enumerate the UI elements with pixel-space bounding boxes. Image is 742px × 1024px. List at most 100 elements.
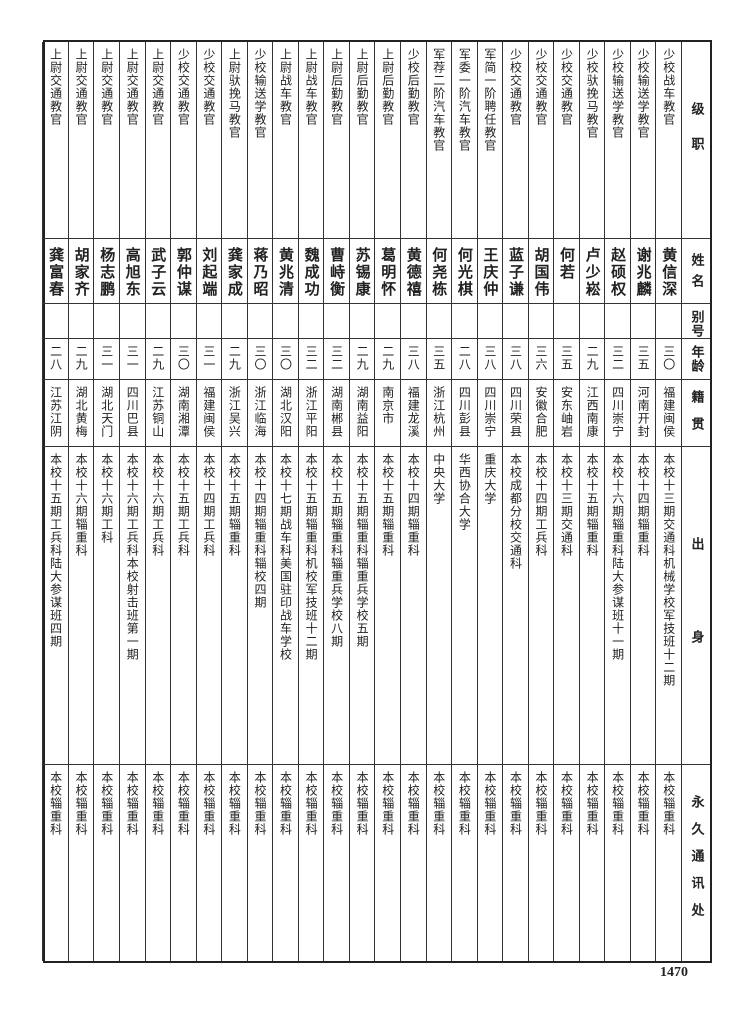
title-cell-text: 上尉战车教官 — [304, 48, 319, 126]
education-cell: 华西协合大学 — [452, 447, 477, 765]
name-cell: 王庆仲 — [477, 239, 503, 304]
page-number: 1470 — [660, 965, 688, 980]
title-cell-text: 少校后勤教官 — [406, 48, 421, 126]
age-cell: 三五 — [554, 339, 579, 380]
title-cell-text: 上尉交通教官 — [74, 48, 89, 126]
title-cell-text: 少校交通教官 — [533, 48, 548, 126]
address-cell-text: 本校辎重科 — [482, 771, 497, 836]
name-cell: 胡家齐 — [68, 239, 94, 304]
place-cell-text: 湖北汉阳 — [278, 386, 293, 438]
name-cell: 魏成功 — [298, 239, 324, 304]
title-cell: 少校交通教官 — [503, 42, 528, 239]
education-cell: 本校十四期工兵科 — [196, 447, 222, 765]
education-cell-text: 本校成都分校交通科 — [508, 453, 523, 570]
name-cell: 苏锡康 — [349, 239, 375, 304]
place-cell: 湖南郴县 — [324, 380, 349, 447]
table-row: 上尉交通教官 胡家齐 二九 湖北黄梅 本校十六期辎重科 本校辎重科 — [67, 42, 94, 961]
education-cell-text: 本校十五期辎重科 — [380, 453, 395, 557]
header-education: 出身 — [682, 447, 710, 765]
place-cell: 四川崇宁 — [477, 380, 503, 447]
place-cell-text: 四川巴县 — [125, 386, 140, 438]
age-cell-text: 三〇 — [661, 345, 676, 371]
alias-cell — [349, 304, 375, 339]
age-cell-text: 三一 — [99, 345, 114, 371]
alias-cell — [528, 304, 554, 339]
address-cell: 本校辎重科 — [120, 765, 145, 961]
title-cell: 上尉战车教官 — [298, 42, 324, 239]
title-cell-text: 上尉后勤教官 — [329, 48, 344, 126]
name-cell-text: 黄德禧 — [404, 247, 423, 298]
name-cell-text: 苏锡康 — [353, 247, 372, 298]
title-cell-text: 军简一阶聘任教官 — [482, 48, 497, 152]
alias-cell — [247, 304, 273, 339]
address-cell: 本校辎重科 — [171, 765, 196, 961]
place-cell: 福建龙溪 — [400, 380, 426, 447]
age-cell: 二八 — [452, 339, 477, 380]
place-cell: 湖南益阳 — [349, 380, 375, 447]
age-cell: 三〇 — [171, 339, 196, 380]
age-cell: 三〇 — [273, 339, 298, 380]
alias-cell — [94, 304, 119, 339]
address-cell-text: 本校辎重科 — [610, 771, 625, 836]
title-cell-text: 上尉交通教官 — [99, 48, 114, 126]
address-cell: 本校辎重科 — [631, 765, 656, 961]
place-cell: 浙江吴兴 — [222, 380, 247, 447]
name-cell: 曹峙衡 — [324, 239, 349, 304]
name-cell-text: 谢兆麟 — [634, 247, 653, 298]
alias-cell — [298, 304, 324, 339]
alias-cell — [400, 304, 426, 339]
table-row: 上尉驮挽马教官 龚家成 二九 浙江吴兴 本校十五期辎重科 本校辎重科 — [221, 42, 247, 961]
title-cell-text: 上尉后勤教官 — [380, 48, 395, 126]
address-cell: 本校辎重科 — [503, 765, 528, 961]
table-row: 军委一阶汽车教官 何光棋 二八 四川彭县 华西协合大学 本校辎重科 — [451, 42, 477, 961]
age-cell: 三〇 — [247, 339, 273, 380]
place-cell: 安东岫岩 — [554, 380, 579, 447]
name-cell-text: 郭仲谋 — [174, 247, 193, 298]
alias-cell — [222, 304, 247, 339]
name-cell: 赵硕权 — [605, 239, 630, 304]
education-cell: 本校十六期辎重科 — [68, 447, 94, 765]
title-cell: 少校交通教官 — [554, 42, 579, 239]
name-cell-text: 杨志鹏 — [98, 247, 117, 298]
address-cell-text: 本校辎重科 — [406, 771, 421, 836]
age-cell-text: 二八 — [48, 345, 63, 371]
place-cell: 江苏铜山 — [145, 380, 171, 447]
address-cell-text: 本校辎重科 — [636, 771, 651, 836]
table-row: 军简一阶聘任教官 王庆仲 三八 四川崇宁 重庆大学 本校辎重科 — [476, 42, 503, 961]
age-cell-text: 二八 — [457, 345, 472, 371]
table-row: 上尉交通教官 杨志鹏 三一 湖北天门 本校十六期工科 本校辎重科 — [93, 42, 119, 961]
education-cell-text: 本校十五期辎重科 — [585, 453, 600, 557]
alias-cell — [145, 304, 171, 339]
name-cell: 武子云 — [145, 239, 171, 304]
header-alias-label: 别号 — [688, 310, 704, 338]
header-name: 姓名 — [682, 239, 710, 304]
age-cell: 三一 — [94, 339, 119, 380]
address-cell-text: 本校辎重科 — [380, 771, 395, 836]
place-cell: 四川荣县 — [503, 380, 528, 447]
age-cell-text: 三八 — [508, 345, 523, 371]
name-cell-text: 龚富春 — [47, 247, 66, 298]
address-cell: 本校辎重科 — [146, 765, 171, 961]
title-cell-text: 少校交通教官 — [508, 48, 523, 126]
address-cell-text: 本校辎重科 — [533, 771, 548, 836]
title-cell: 上尉后勤教官 — [324, 42, 349, 239]
address-cell: 本校辎重科 — [605, 765, 630, 961]
name-cell: 卢少崧 — [579, 239, 605, 304]
title-cell: 少校交通教官 — [528, 42, 554, 239]
address-cell: 本校辎重科 — [69, 765, 94, 961]
age-cell: 二九 — [145, 339, 171, 380]
address-cell-text: 本校辎重科 — [661, 771, 676, 836]
address-cell: 本校辎重科 — [248, 765, 273, 961]
name-cell-text: 赵硕权 — [609, 247, 628, 298]
title-cell-text: 上尉交通教官 — [150, 48, 165, 126]
title-cell-text: 少校驮挽马教官 — [585, 48, 600, 139]
alias-cell — [426, 304, 452, 339]
alias-cell — [375, 304, 400, 339]
education-cell-text: 本校十五期工兵科 — [176, 453, 191, 557]
address-cell-text: 本校辎重科 — [559, 771, 574, 836]
alias-cell — [119, 304, 145, 339]
table-row: 上尉交通教官 龚富春 二八 江苏江阴 本校十五期工兵科陆大参谋班四期 本校辎重科 — [42, 42, 68, 961]
place-cell: 福建闽侯 — [656, 380, 681, 447]
address-cell: 本校辎重科 — [375, 765, 400, 961]
header-age-label: 年龄 — [688, 345, 704, 373]
